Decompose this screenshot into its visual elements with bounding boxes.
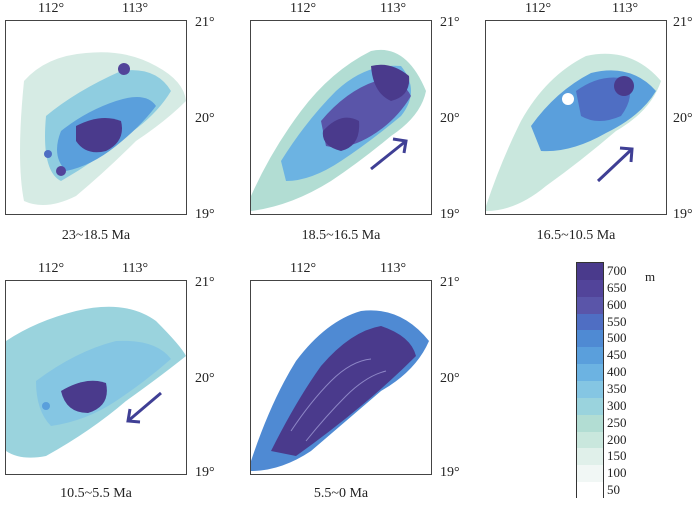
legend-swatch-250 [577, 414, 603, 433]
legend-label-400: 400 [607, 364, 627, 380]
thickness-map-1 [20, 52, 186, 205]
panel-caption-5: 5.5~0 Ma [313, 486, 369, 501]
thickness-map-2 [251, 49, 426, 211]
legend-label-150: 150 [607, 448, 627, 464]
lon-label-113-p2: 113° [380, 1, 407, 16]
legend-colorbar [577, 263, 603, 500]
lon-label-113-p4: 113° [122, 261, 149, 276]
lat-label-21-p4: 21° [195, 275, 215, 290]
legend-label-450: 450 [607, 347, 627, 363]
lon-label-112-p1: 112° [38, 1, 65, 16]
direction-arrow-head-3 [619, 146, 634, 163]
lat-label-21-p5: 21° [440, 275, 460, 290]
legend-swatch-50 [577, 482, 603, 500]
legend-swatch-350 [577, 381, 603, 399]
lat-label-19-p4: 19° [195, 465, 215, 480]
panel-caption-4: 10.5~5.5 Ma [60, 486, 132, 501]
lat-label-19-p3: 19° [673, 207, 693, 222]
lon-label-112-p3: 112° [525, 1, 552, 16]
lon-label-113-p3: 113° [612, 1, 639, 16]
legend-label-500: 500 [607, 330, 627, 346]
legend-swatch-450 [577, 347, 603, 365]
lat-label-20-p1: 20° [195, 111, 215, 126]
legend-label-550: 550 [607, 313, 627, 329]
direction-arrow-shaft-2 [370, 139, 407, 171]
legend-label-250: 250 [607, 414, 627, 430]
lat-label-20-p5: 20° [440, 371, 460, 386]
legend-label-300: 300 [607, 397, 627, 413]
legend-swatch-650 [577, 279, 603, 298]
legend-swatch-400 [577, 364, 603, 382]
legend-unit: m [645, 269, 656, 284]
lat-label-19-p2: 19° [440, 207, 460, 222]
lat-label-21-p2: 21° [440, 15, 460, 30]
legend-label-50: 50 [607, 482, 620, 498]
map-panel-3 [485, 20, 667, 215]
panel-caption-2: 18.5~16.5 Ma [301, 228, 381, 243]
lon-label-112-p5: 112° [290, 261, 317, 276]
lat-label-19-p5: 19° [440, 465, 460, 480]
direction-arrow-shaft-4 [127, 391, 162, 423]
lat-label-19-p1: 19° [195, 207, 215, 222]
legend-label-200: 200 [607, 431, 627, 447]
lon-label-112-p2: 112° [290, 1, 317, 16]
legend-swatch-100 [577, 465, 603, 483]
legend-swatch-200 [577, 431, 603, 449]
lat-label-20-p4: 20° [195, 371, 215, 386]
direction-arrow-head-2 [392, 137, 408, 154]
lat-label-21-p3: 21° [673, 15, 693, 30]
legend-swatch-550 [577, 313, 603, 331]
legend-swatch-700 [577, 263, 603, 281]
lat-label-21-p1: 21° [195, 15, 215, 30]
legend-label-600: 600 [607, 296, 627, 312]
legend-swatch-150 [577, 448, 603, 466]
thickness-map-4 [6, 306, 186, 458]
map-panel-5 [250, 280, 432, 475]
legend-swatch-500 [577, 330, 603, 348]
legend-swatch-300 [577, 397, 603, 416]
panel-caption-1: 23~18.5 Ma [61, 228, 131, 243]
map-panel-1 [5, 20, 187, 215]
direction-arrow-shaft-3 [596, 147, 634, 183]
lon-label-113-p5: 113° [380, 261, 407, 276]
lon-label-112-p4: 112° [38, 261, 65, 276]
panel-caption-3: 16.5~10.5 Ma [536, 228, 616, 243]
thickness-map-5 [251, 310, 429, 471]
map-panel-4 [5, 280, 187, 475]
map-panel-2 [250, 20, 432, 215]
thickness-map-3 [486, 53, 661, 212]
legend-label-350: 350 [607, 381, 627, 396]
lat-label-20-p3: 20° [673, 111, 693, 126]
lon-label-113-p1: 113° [122, 1, 149, 16]
legend-swatch-600 [577, 296, 603, 315]
legend-label-700: 700 [607, 263, 627, 278]
direction-arrow-head-4 [126, 408, 141, 424]
legend-label-650: 650 [607, 279, 627, 295]
lat-label-20-p2: 20° [440, 111, 460, 126]
legend-label-100: 100 [607, 465, 627, 481]
legend [576, 262, 604, 500]
